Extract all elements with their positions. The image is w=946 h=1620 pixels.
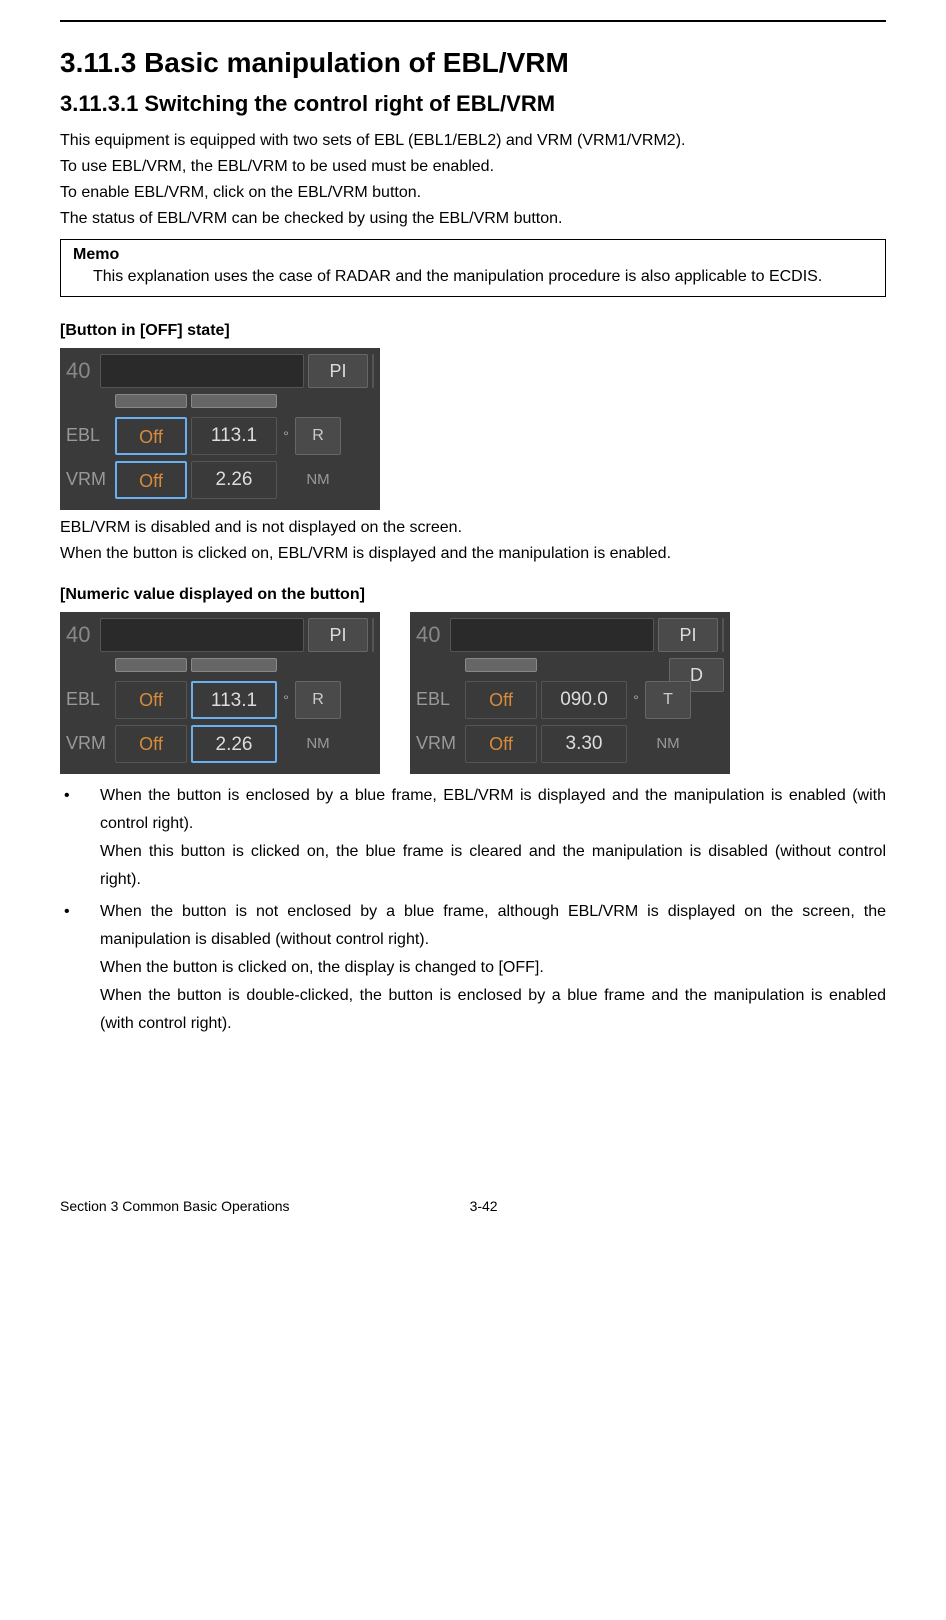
off-caption-1: EBL/VRM is disabled and is not displayed…	[60, 516, 886, 540]
ebl-label: EBL	[416, 689, 461, 710]
ebl-off-button[interactable]: Off	[115, 417, 187, 455]
ebl-unit-button[interactable]: T	[645, 681, 691, 719]
page-footer: Section 3 Common Basic Operations 3-42	[60, 1198, 886, 1214]
radar-panel-value-d: 40 PI D EBL Off 090.0 ° T VRM Off 3.30 N…	[410, 612, 730, 774]
footer-section: Section 3 Common Basic Operations	[60, 1198, 290, 1214]
vrm-value-button[interactable]: 3.30	[541, 725, 627, 763]
vrm-unit-label: NM	[645, 735, 691, 752]
degree-symbol: °	[281, 692, 291, 708]
panel-blank-button[interactable]	[372, 618, 374, 652]
bullet-list: • When the button is enclosed by a blue …	[60, 782, 886, 1038]
bullet-2b: When the button is clicked on, the displ…	[100, 959, 544, 976]
intro-p4: The status of EBL/VRM can be checked by …	[60, 207, 886, 231]
vrm-off-button[interactable]: Off	[115, 461, 187, 499]
vrm-label: VRM	[66, 469, 111, 490]
heading-2: 3.11.3 Basic manipulation of EBL/VRM	[60, 47, 886, 79]
vrm-value-button[interactable]: 2.26	[191, 725, 277, 763]
panel-blank-button[interactable]	[722, 618, 724, 652]
intro-p1: This equipment is equipped with two sets…	[60, 129, 886, 153]
ebl-unit-button[interactable]: R	[295, 417, 341, 455]
bullet-marker: •	[60, 898, 100, 1038]
ebl-label: EBL	[66, 689, 111, 710]
panel-small-button[interactable]	[115, 394, 187, 408]
panel-blank-button[interactable]	[450, 618, 654, 652]
bullet-2a: When the button is not enclosed by a blu…	[100, 903, 886, 948]
memo-title: Memo	[73, 246, 873, 264]
vrm-unit-label: NM	[295, 735, 341, 752]
panel-small-button[interactable]	[191, 658, 277, 672]
panel-blank-button[interactable]	[372, 354, 374, 388]
off-state-label: [Button in [OFF] state]	[60, 322, 886, 340]
footer-page: 3-42	[470, 1198, 498, 1214]
ebl-value-button[interactable]: 113.1	[191, 681, 277, 719]
heading-3: 3.11.3.1 Switching the control right of …	[60, 91, 886, 117]
ebl-off-button[interactable]: Off	[115, 681, 187, 719]
ebl-unit-button[interactable]: R	[295, 681, 341, 719]
off-caption-2: When the button is clicked on, EBL/VRM i…	[60, 542, 886, 566]
degree-symbol: °	[281, 428, 291, 444]
panel-small-button[interactable]	[115, 658, 187, 672]
bullet-marker: •	[60, 782, 100, 894]
ebl-value-button[interactable]: 113.1	[191, 417, 277, 455]
vrm-off-button[interactable]: Off	[115, 725, 187, 763]
bullet-1b: When this button is clicked on, the blue…	[100, 843, 886, 888]
panel-number: 40	[66, 622, 96, 648]
bullet-1a: When the button is enclosed by a blue fr…	[100, 787, 886, 832]
panel-blank-button[interactable]	[100, 354, 304, 388]
ebl-value-button[interactable]: 090.0	[541, 681, 627, 719]
memo-text: This explanation uses the case of RADAR …	[73, 264, 873, 290]
memo-box: Memo This explanation uses the case of R…	[60, 239, 886, 297]
radar-panel-value-selected: 40 PI EBL Off 113.1 ° R VRM Off 2.26 NM	[60, 612, 380, 774]
vrm-unit-label: NM	[295, 471, 341, 488]
pi-button[interactable]: PI	[308, 354, 368, 388]
pi-button[interactable]: PI	[308, 618, 368, 652]
vrm-value-button[interactable]: 2.26	[191, 461, 277, 499]
degree-symbol: °	[631, 692, 641, 708]
numeric-label: [Numeric value displayed on the button]	[60, 586, 886, 604]
intro-p3: To enable EBL/VRM, click on the EBL/VRM …	[60, 181, 886, 205]
intro-p2: To use EBL/VRM, the EBL/VRM to be used m…	[60, 155, 886, 179]
bullet-2c: When the button is double-clicked, the b…	[100, 987, 886, 1032]
pi-button[interactable]: PI	[658, 618, 718, 652]
vrm-off-button[interactable]: Off	[465, 725, 537, 763]
panel-small-button[interactable]	[465, 658, 537, 672]
panel-number: 40	[416, 622, 446, 648]
panel-number: 40	[66, 358, 96, 384]
vrm-label: VRM	[416, 733, 461, 754]
panel-blank-button[interactable]	[100, 618, 304, 652]
ebl-off-button[interactable]: Off	[465, 681, 537, 719]
ebl-label: EBL	[66, 425, 111, 446]
vrm-label: VRM	[66, 733, 111, 754]
radar-panel-off: 40 PI EBL Off 113.1 ° R VRM Off 2.26 NM	[60, 348, 380, 510]
panel-small-button[interactable]	[191, 394, 277, 408]
